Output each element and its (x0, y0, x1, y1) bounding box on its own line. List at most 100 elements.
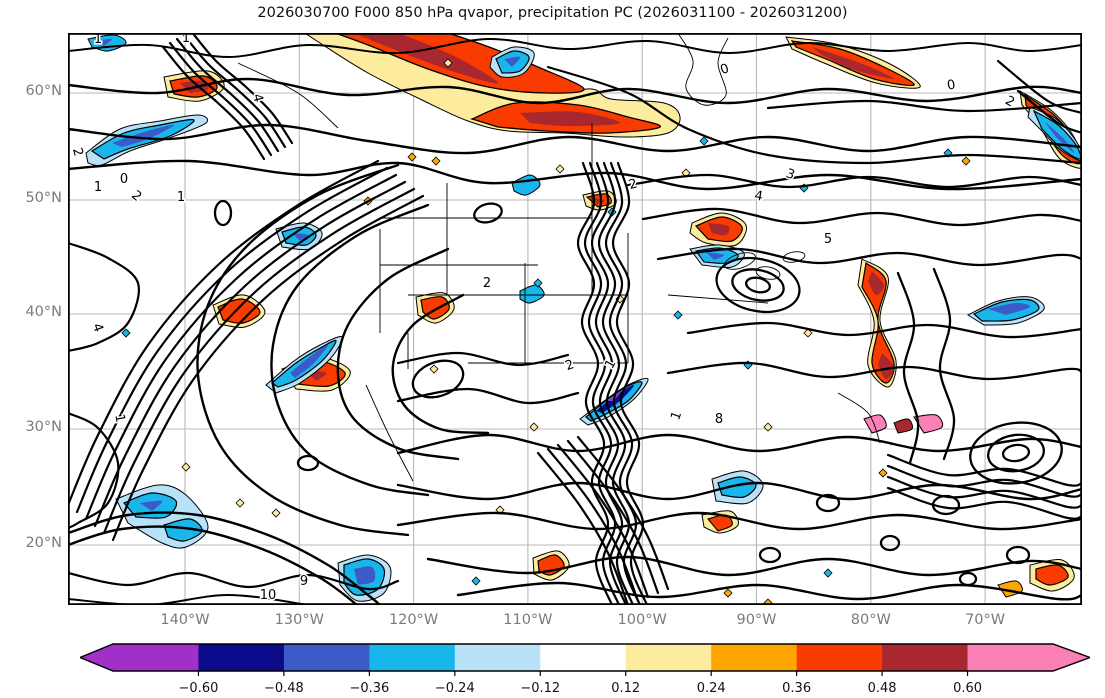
negative-anomaly-patch (290, 344, 329, 378)
contour-loop (931, 494, 961, 516)
colorbar: −0.60 −0.48 −0.36 −0.24 −0.12 0.12 0.24 0.36 0.4… (80, 643, 1090, 696)
negative-anomaly-patch (988, 302, 1031, 315)
anomaly-speck (529, 422, 539, 432)
anomaly-speck (803, 328, 813, 338)
colorbar-tick-label: 0.60 (953, 681, 982, 696)
anomaly-speck (533, 278, 543, 288)
contour-line (68, 123, 1082, 155)
contour-label: 1 (182, 33, 190, 46)
contour-line (656, 247, 1082, 267)
contour-line (546, 65, 1082, 165)
contour-label: 9 (300, 574, 308, 589)
contour-line (396, 511, 1082, 531)
colorbar-tick-label: 0.24 (697, 681, 726, 696)
colorbar-tick-label: −0.48 (264, 681, 304, 696)
contour-line (1016, 89, 1082, 135)
contour-line (168, 41, 273, 157)
lat-tick-label: 40°N (25, 304, 62, 320)
lon-tick-label: 120°W (388, 612, 439, 628)
anomaly-speck (407, 152, 417, 162)
colorbar-left-arrow (80, 644, 113, 671)
anomaly-speck (723, 588, 733, 598)
positive-anomaly-patch (863, 414, 887, 434)
contour-loop (731, 268, 785, 302)
anomaly-speck (471, 576, 481, 586)
contour-label: 5 (824, 232, 832, 247)
contour-loop (1005, 545, 1031, 565)
anomaly-speck (878, 468, 888, 478)
positive-anomaly-patch (1035, 564, 1069, 586)
contour-line (426, 555, 1082, 577)
positive-anomaly-patch (861, 261, 895, 384)
chart-title: 2026030700 F000 850 hPa qvapor, precipit… (257, 5, 848, 21)
contour-line (886, 486, 1082, 520)
contour-line (686, 321, 1082, 339)
colorbar-segment (198, 644, 285, 671)
contour-loop (758, 546, 782, 564)
contour-line (68, 411, 120, 530)
positive-anomaly-patch (913, 414, 944, 434)
anomaly-speck (443, 58, 453, 68)
colorbar-segment (540, 644, 627, 671)
contour-line (182, 33, 287, 149)
contour-line (576, 435, 670, 591)
colorbar-segment (625, 644, 712, 671)
lon-tick-label: 100°W (617, 612, 667, 628)
positive-anomaly-patch (708, 223, 730, 236)
colorbar-segment (283, 644, 370, 671)
colorbar-tick-label: 0.12 (611, 681, 640, 696)
negative-anomaly-patch (717, 476, 757, 499)
anomaly-speck (271, 508, 281, 518)
contour-line (93, 180, 407, 528)
positive-anomaly-patch (594, 198, 606, 204)
negative-anomaly-patch (140, 500, 163, 511)
lon-tick-label: 80°W (850, 612, 891, 628)
contour-label: 2 (483, 276, 491, 291)
contour-loop (987, 433, 1045, 473)
contour-line (68, 511, 382, 605)
border-line (677, 33, 729, 106)
contour-line (886, 464, 1082, 498)
contour-line (161, 45, 266, 161)
colorbar-segment (882, 644, 969, 671)
contour-line (68, 593, 309, 605)
lake-outline (782, 251, 806, 263)
contour-loop (969, 421, 1063, 485)
anomaly-speck (555, 164, 565, 174)
contour-label: 0 (120, 172, 128, 187)
colorbar-segment (113, 644, 199, 671)
negative-anomaly-patch (354, 566, 376, 585)
colorbar-tick-label: −0.60 (179, 681, 219, 696)
anomaly-speck (181, 462, 191, 472)
contour-line (576, 161, 614, 605)
contour-line (391, 293, 490, 435)
contour-loop (879, 534, 901, 552)
negative-anomaly-patch (292, 233, 309, 241)
contour-line (766, 99, 1082, 113)
contour-loop (473, 202, 503, 224)
anomaly-speck (235, 498, 245, 508)
contour-line (886, 475, 1082, 509)
contour-line (68, 241, 140, 353)
contour-loop (958, 571, 978, 587)
contour-line (626, 173, 1082, 189)
positive-anomaly-patch (520, 111, 621, 126)
colorbar-tick-label: 0.48 (868, 681, 897, 696)
border-line (365, 384, 414, 482)
contour-loop (1001, 443, 1031, 463)
contour-line (546, 447, 640, 603)
contour-line (68, 77, 1082, 105)
anomaly-speck (763, 422, 773, 432)
colorbar-tick-label: −0.24 (435, 681, 475, 696)
lon-tick-label: 130°W (274, 612, 324, 628)
colorbar-segment (967, 644, 1054, 671)
contour-line (604, 161, 642, 605)
lat-tick-label: 20°N (25, 535, 62, 551)
contour-line (556, 443, 650, 599)
anomaly-speck (823, 568, 833, 578)
lon-tick-label: 140°W (160, 612, 210, 628)
anomaly-speck (699, 136, 709, 146)
contour-line (75, 166, 389, 514)
